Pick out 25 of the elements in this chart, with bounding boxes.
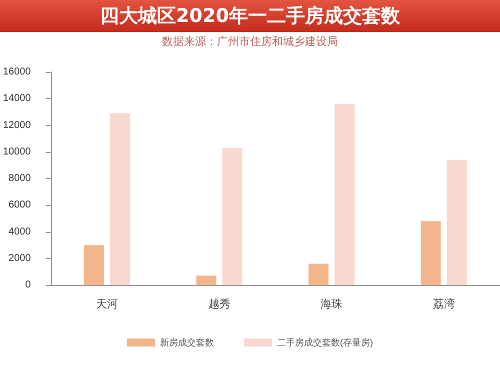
y-tick-label: 2000 bbox=[8, 252, 32, 264]
bar bbox=[334, 104, 355, 285]
y-tick-label: 16000 bbox=[2, 66, 32, 78]
y-tick-label: 0 bbox=[25, 280, 32, 290]
x-tick-label: 荔湾 bbox=[432, 298, 455, 310]
y-tick-label: 14000 bbox=[2, 93, 32, 104]
bar bbox=[196, 276, 216, 285]
bar bbox=[308, 264, 329, 285]
legend-label: 二手房成交套数(存量房) bbox=[277, 338, 374, 348]
y-tick-label: 6000 bbox=[8, 200, 32, 211]
x-tick-label: 越秀 bbox=[208, 298, 230, 310]
y-tick-label: 4000 bbox=[8, 226, 32, 238]
bar bbox=[222, 148, 242, 285]
x-tick-label: 海珠 bbox=[320, 298, 343, 310]
y-tick-label: 8000 bbox=[8, 173, 32, 184]
bar bbox=[420, 221, 441, 285]
chart-title: 四大城区2020年一二手房成交套数 bbox=[0, 0, 500, 32]
bar bbox=[446, 160, 467, 285]
bar bbox=[84, 245, 104, 285]
x-tick-label: 天河 bbox=[96, 298, 118, 310]
bar bbox=[110, 113, 130, 285]
legend-label: 新房成交套数 bbox=[160, 338, 214, 348]
y-tick-label: 12000 bbox=[2, 120, 32, 131]
chart-subtitle: 数据来源：广州市住房和城乡建设局 bbox=[161, 34, 339, 50]
y-tick-label: 10000 bbox=[2, 146, 32, 158]
